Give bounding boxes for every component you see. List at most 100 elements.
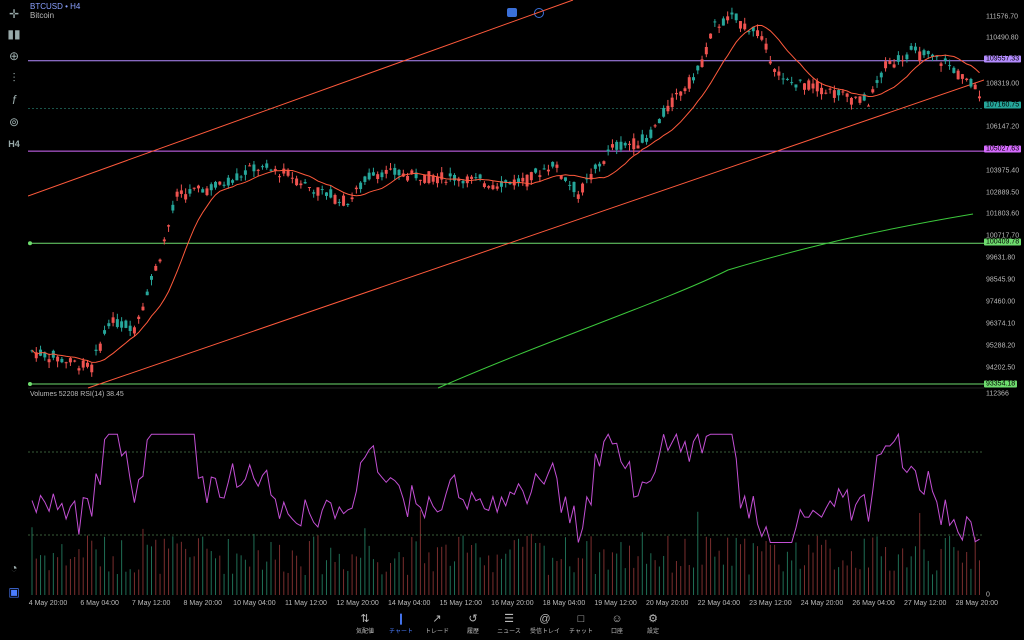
price-tag: 107160.75	[984, 101, 1022, 109]
candle-body	[457, 178, 461, 182]
nav-6[interactable]: □ チャット	[561, 612, 601, 635]
nav-icon: ⇅	[360, 613, 370, 625]
candle-body	[120, 321, 124, 328]
nav-label: 口座	[610, 629, 623, 635]
candles-icon[interactable]: ▮▮	[7, 27, 21, 41]
candle-body	[820, 87, 824, 95]
candle-body	[141, 306, 145, 311]
candle-body	[175, 191, 179, 197]
candle-body	[683, 88, 687, 92]
nav-5[interactable]: @ 受信トレイ	[525, 612, 565, 635]
candle-body	[162, 239, 166, 242]
candle-body	[854, 96, 858, 98]
candle-body	[98, 343, 102, 351]
candle-body	[196, 185, 200, 189]
symbol-title[interactable]: BTCUSD • H4	[30, 2, 81, 11]
price-label: 99631.80	[986, 254, 1016, 262]
time-label: 18 May 04:00	[542, 600, 586, 607]
candle-body	[111, 317, 115, 323]
settings-sliders-icon[interactable]: ⫶	[12, 70, 16, 85]
candle-body	[444, 181, 448, 183]
candle-body	[487, 186, 491, 188]
candle-body	[931, 54, 935, 57]
nav-0[interactable]: ⇅ 気配値	[345, 612, 385, 635]
price-axis[interactable]: 111576.70 110490.80 108319.00 106147.20 1039…	[984, 0, 1024, 600]
candle-body	[435, 176, 439, 184]
candle-body	[773, 69, 777, 72]
objects-icon[interactable]: ⊚	[8, 115, 20, 129]
candle-body	[128, 325, 132, 332]
candle-body	[124, 320, 128, 328]
candle-body	[589, 174, 593, 180]
candle-body	[905, 54, 909, 60]
candle-body	[828, 88, 832, 90]
price-label: 108319.00	[986, 80, 1020, 88]
candle-body	[645, 138, 649, 142]
candle-body	[423, 174, 427, 183]
function-icon[interactable]: f	[12, 93, 16, 107]
candle-body	[798, 79, 802, 81]
trade-icon[interactable]	[507, 8, 517, 17]
price-label: 100717.70	[986, 232, 1020, 240]
nav-3[interactable]: ↺ 履歴	[453, 612, 493, 635]
candle-body	[713, 21, 717, 23]
indicators-icon[interactable]: ⊕	[8, 49, 20, 63]
candle-body	[184, 194, 188, 200]
price-label: 102889.50	[986, 189, 1020, 197]
clock-icon[interactable]	[534, 8, 544, 18]
candle-body	[871, 89, 875, 93]
ma-slow-line	[437, 213, 974, 389]
candle-body	[751, 26, 755, 32]
timeframe-button[interactable]: H4	[8, 139, 20, 149]
candle-body	[346, 203, 350, 206]
candle-body	[56, 356, 60, 362]
candle-body	[559, 175, 563, 179]
crosshair-icon[interactable]: ✛	[8, 7, 20, 21]
candle-body	[815, 81, 819, 92]
nav-2[interactable]: ↗ トレード	[417, 612, 457, 635]
zoom-icon[interactable]: ◔	[10, 561, 18, 575]
candle-body	[470, 176, 474, 179]
candle-body	[226, 177, 230, 186]
price-label: 96374.10	[986, 320, 1016, 328]
indicator-label: Volumes 52208 RSI(14) 38.45	[30, 391, 124, 398]
candle-body	[943, 58, 947, 61]
candle-body	[333, 194, 337, 204]
candle-body	[231, 180, 235, 183]
time-label: 24 May 20:00	[800, 600, 844, 607]
chart-svg[interactable]	[28, 0, 984, 600]
candle-body	[90, 364, 94, 373]
candle-body	[410, 170, 414, 174]
app-icon[interactable]: ▣	[8, 585, 20, 599]
candle-body	[918, 51, 922, 62]
nav-8[interactable]: ⚙ 設定	[633, 612, 673, 635]
candle-body	[551, 161, 555, 167]
candle-body	[499, 181, 503, 187]
candle-body	[657, 119, 661, 124]
candle-body	[807, 80, 811, 90]
candle-body	[721, 18, 725, 26]
candle-body	[926, 51, 930, 55]
candle-body	[858, 96, 862, 103]
candle-body	[879, 72, 883, 78]
candle-body	[145, 291, 149, 296]
nav-4[interactable]: ☰ ニュース	[489, 612, 529, 635]
rsi-line	[31, 432, 980, 543]
time-label: 19 May 12:00	[594, 600, 637, 607]
time-label: 16 May 20:00	[491, 600, 534, 607]
chart-area[interactable]	[28, 0, 984, 600]
candle-body	[179, 190, 183, 194]
nav-icon: ☰	[504, 613, 514, 625]
candle-body	[260, 166, 264, 168]
candle-body	[948, 65, 952, 67]
candle-body	[674, 92, 678, 95]
level-dot	[28, 241, 32, 246]
nav-7[interactable]: ☺ 口座	[597, 612, 637, 635]
nav-1[interactable]: ❙ チャート	[381, 612, 421, 635]
candle-body	[670, 97, 674, 108]
candle-body	[542, 168, 546, 170]
nav-icon: □	[577, 613, 585, 625]
candle-body	[696, 65, 700, 71]
nav-label: チャート	[389, 629, 413, 635]
time-label: 6 May 04:00	[80, 600, 119, 607]
